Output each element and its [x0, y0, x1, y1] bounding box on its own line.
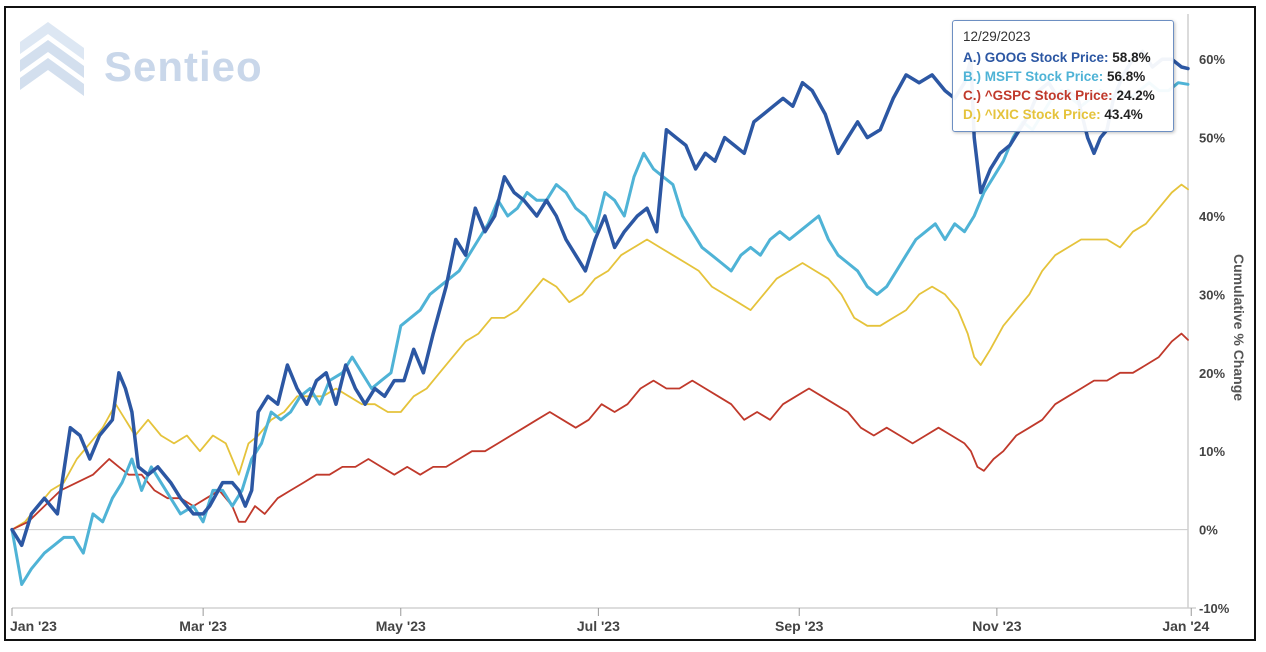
series-group [10, 49, 1190, 586]
tooltip-row-value: 24.2% [1112, 88, 1155, 103]
y-tick-label: 50% [1199, 131, 1225, 146]
x-tick-label: Jul '23 [577, 618, 620, 634]
x-tick-label: Sep '23 [775, 618, 824, 634]
x-tick-label: Nov '23 [972, 618, 1021, 634]
tooltip-row: A.) GOOG Stock Price: 58.8% [963, 48, 1163, 67]
x-tick-label: Mar '23 [179, 618, 227, 634]
series-line-2 [11, 332, 1189, 531]
tooltip-date: 12/29/2023 [963, 29, 1031, 44]
tooltip-row-label: C.) ^GSPC Stock Price: [963, 88, 1113, 103]
tooltip-row-value: 58.8% [1108, 50, 1151, 65]
y-tick-label: 10% [1199, 444, 1225, 459]
series-line-0 [10, 49, 1190, 548]
sentieo-logo-icon [20, 22, 84, 96]
tooltip-row-label: A.) GOOG Stock Price: [963, 50, 1109, 65]
tooltip-row-value: 56.8% [1103, 69, 1146, 84]
axes-group: -10% 0% 10% 20% 30% 40% 50% 60% Cumulative % Cha… [10, 14, 1247, 634]
series-line-3 [11, 183, 1189, 531]
line-chart: Sentieo -10% 0% 10% 20% 30% 40% 50% 60% Cumulati… [10, 14, 1247, 634]
tooltip-row: D.) ^IXIC Stock Price: 43.4% [963, 105, 1163, 124]
sentieo-watermark: Sentieo [20, 22, 263, 96]
tooltip-row: B.) MSFT Stock Price: 56.8% [963, 67, 1163, 86]
x-tick-label: Jan '24 [1162, 618, 1209, 634]
hover-tooltip: 12/29/2023 A.) GOOG Stock Price: 58.8% B.… [952, 20, 1174, 132]
tooltip-row: C.) ^GSPC Stock Price: 24.2% [963, 86, 1163, 105]
y-tick-label: 0% [1199, 523, 1218, 538]
tooltip-row-label: B.) MSFT Stock Price: [963, 69, 1104, 84]
tooltip-row-label: D.) ^IXIC Stock Price: [963, 107, 1101, 122]
y-tick-label: 30% [1199, 287, 1225, 302]
y-tick-label: 20% [1199, 366, 1225, 381]
chart-frame: Sentieo -10% 0% 10% 20% 30% 40% 50% 60% Cumulati… [4, 6, 1256, 641]
y-tick-label: -10% [1199, 601, 1230, 616]
y-tick-label: 40% [1199, 209, 1225, 224]
tooltip-row-value: 43.4% [1100, 107, 1143, 122]
x-tick-label: Jan '23 [10, 618, 57, 634]
watermark-brand-text: Sentieo [104, 43, 263, 90]
y-axis-title: Cumulative % Change [1231, 254, 1247, 401]
y-tick-label: 60% [1199, 52, 1225, 67]
series-line-1 [10, 81, 1190, 586]
x-tick-label: May '23 [376, 618, 426, 634]
